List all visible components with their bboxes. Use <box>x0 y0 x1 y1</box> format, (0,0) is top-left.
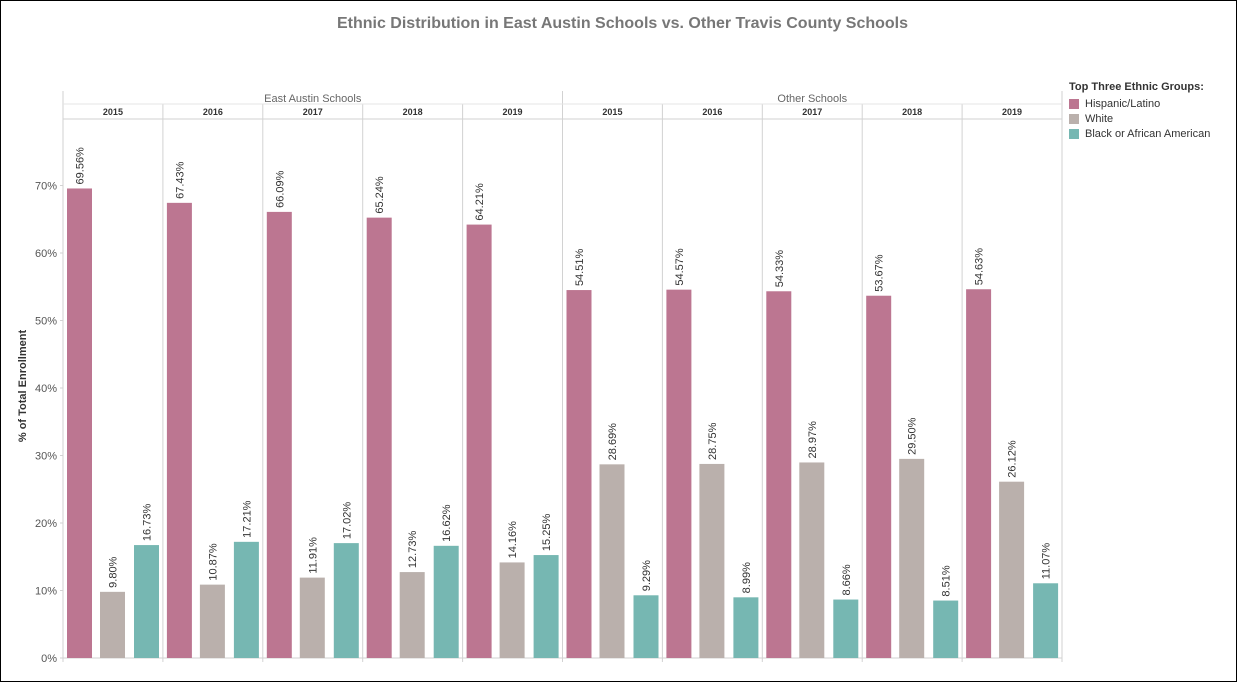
year-header-label: 2015 <box>602 107 622 117</box>
data-label: 54.63% <box>974 248 986 286</box>
y-tick-label: 10% <box>35 586 57 598</box>
data-label: 15.25% <box>541 514 553 552</box>
year-header-label: 2017 <box>802 107 822 117</box>
y-tick-label: 30% <box>35 451 57 463</box>
year-header-label: 2019 <box>1002 107 1022 117</box>
year-header-label: 2015 <box>103 107 123 117</box>
bar <box>633 595 659 658</box>
data-label: 11.07% <box>1041 543 1053 580</box>
data-label: 16.62% <box>441 504 453 542</box>
bar <box>899 458 925 658</box>
legend-swatch <box>1069 113 1079 124</box>
bar <box>299 577 325 658</box>
data-label: 28.97% <box>807 421 819 459</box>
data-label: 64.21% <box>474 183 486 221</box>
data-label: 53.67% <box>874 254 886 292</box>
bar <box>466 224 492 658</box>
bar <box>166 202 192 658</box>
data-label: 8.66% <box>841 564 853 595</box>
data-label: 69.56% <box>75 147 87 185</box>
year-header-label: 2018 <box>902 107 922 117</box>
bar <box>1033 583 1059 658</box>
bar <box>433 545 459 658</box>
data-label: 10.87% <box>207 543 219 581</box>
bar <box>199 584 225 658</box>
data-label: 17.21% <box>241 500 253 538</box>
legend-item-white[interactable]: White <box>1069 111 1234 126</box>
data-label: 54.57% <box>674 248 686 286</box>
data-label: 14.16% <box>507 521 519 559</box>
legend-swatch <box>1069 128 1079 139</box>
data-label: 67.43% <box>174 161 186 199</box>
bar <box>966 289 992 658</box>
data-label: 66.09% <box>274 170 286 208</box>
y-tick-label: 60% <box>35 248 57 260</box>
data-label: 17.02% <box>341 502 353 540</box>
data-label: 8.51% <box>941 565 953 596</box>
data-label: 16.73% <box>142 504 154 542</box>
bar <box>100 591 125 658</box>
bar <box>566 290 592 658</box>
year-header-label: 2017 <box>303 107 323 117</box>
y-tick-label: 50% <box>35 316 57 328</box>
bar <box>67 188 92 658</box>
bar <box>699 463 725 658</box>
legend-item-hispanic-latino[interactable]: Hispanic/Latino <box>1069 96 1234 111</box>
legend-label: White <box>1085 112 1114 125</box>
data-label: 29.50% <box>907 417 919 455</box>
bar <box>733 597 759 658</box>
bar <box>399 572 425 658</box>
data-label: 11.91% <box>307 537 319 574</box>
y-tick-label: 70% <box>35 181 57 193</box>
legend-item-black-african-american[interactable]: Black or African American <box>1069 126 1234 141</box>
bar <box>499 562 525 658</box>
legend-title: Top Three Ethnic Groups: <box>1069 81 1204 93</box>
bar <box>833 599 859 658</box>
y-tick-label: 0% <box>41 653 57 665</box>
data-label: 9.80% <box>108 556 120 587</box>
year-header-label: 2016 <box>702 107 722 117</box>
legend-label: Hispanic/Latino <box>1085 97 1161 110</box>
y-tick-label: 40% <box>35 383 57 395</box>
data-label: 28.75% <box>707 422 719 460</box>
bar <box>933 600 959 658</box>
legend-label: Black or African American <box>1085 127 1211 140</box>
data-label: 28.69% <box>607 423 619 461</box>
data-label: 9.29% <box>641 560 653 591</box>
bar <box>266 211 292 658</box>
bar <box>799 462 825 658</box>
legend: Top Three Ethnic Groups: Hispanic/Latino… <box>1069 81 1234 141</box>
data-label: 54.51% <box>574 249 586 287</box>
bar <box>333 543 359 658</box>
year-header-label: 2016 <box>203 107 223 117</box>
bar <box>366 217 392 658</box>
year-header-label: 2019 <box>503 107 523 117</box>
y-tick-label: 20% <box>35 518 57 530</box>
bar <box>766 291 792 658</box>
bar <box>999 481 1025 658</box>
data-label: 8.99% <box>741 562 753 593</box>
bar <box>134 545 159 658</box>
chart-title: Ethnic Distribution in East Austin Schoo… <box>336 15 909 32</box>
group-header-label: East Austin Schools <box>264 93 362 105</box>
bar <box>233 541 259 658</box>
bar <box>533 555 559 658</box>
bar <box>599 464 625 658</box>
data-label: 12.73% <box>407 531 419 569</box>
bar <box>866 295 892 658</box>
bar <box>666 289 692 658</box>
data-label: 26.12% <box>1007 440 1019 478</box>
legend-swatch <box>1069 98 1079 109</box>
data-label: 54.33% <box>774 250 786 288</box>
year-header-label: 2018 <box>403 107 423 117</box>
group-header-label: Other Schools <box>777 93 847 105</box>
data-label: 65.24% <box>374 176 386 214</box>
